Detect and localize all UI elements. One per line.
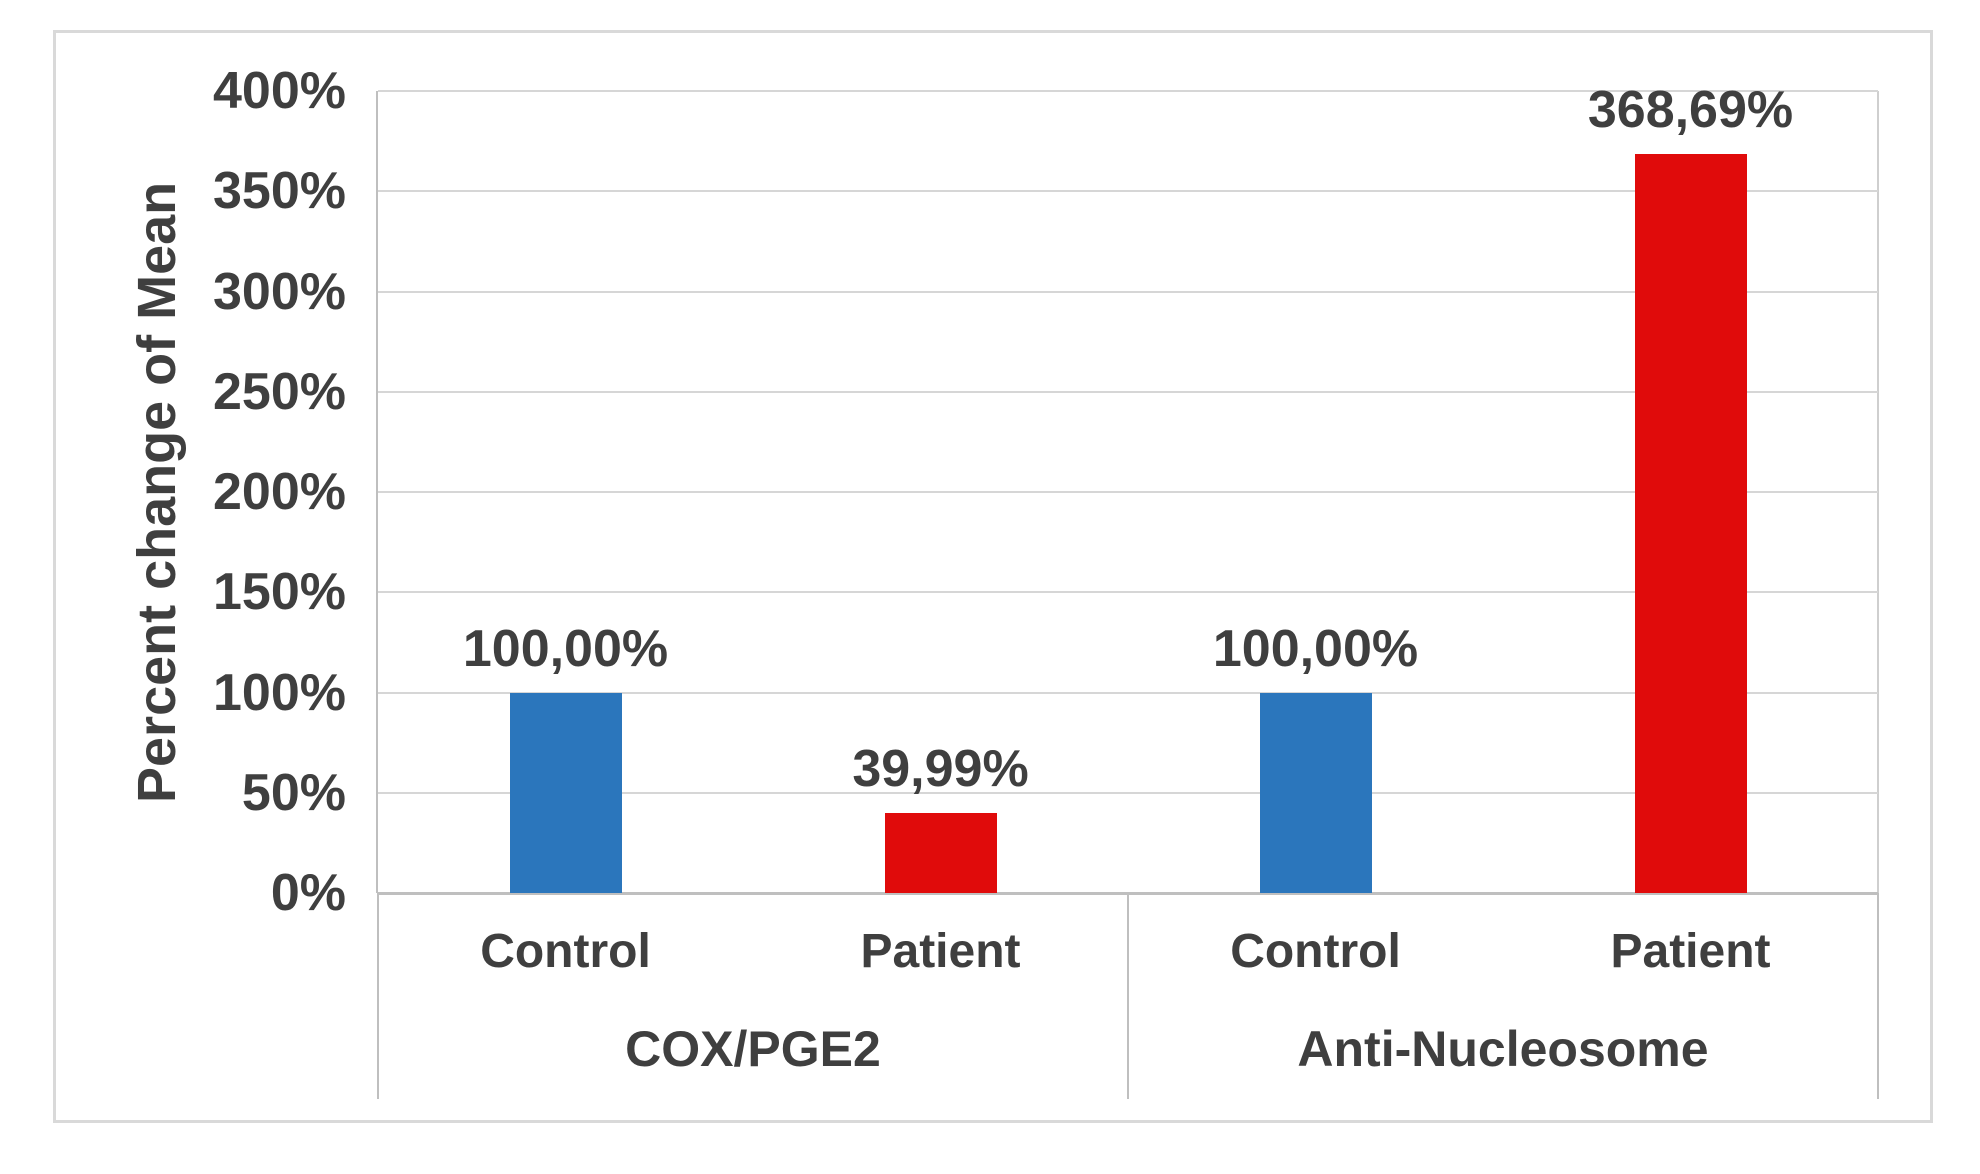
data-label-cox-pge2-patient: 39,99% (852, 739, 1029, 798)
gridline-100 (378, 691, 1878, 694)
group-label-anti-nucleosome: Anti-Nucleosome (1297, 1021, 1709, 1077)
group-axis-row: COX/PGE2 Anti-Nucleosome (378, 1001, 1878, 1097)
data-label-cox-pge2-control: 100,00% (462, 619, 669, 678)
y-tick-label-300: 300% (213, 262, 346, 321)
plot-right-border (1877, 91, 1879, 893)
gridline-300 (378, 290, 1878, 293)
y-tick-label-250: 250% (213, 362, 346, 421)
category-label-cox-pge2-patient: Patient (860, 924, 1021, 978)
chart-figure: Percent change of Mean 100,00% 39,99% 100,… (53, 30, 1933, 1123)
y-tick-label-400: 400% (213, 62, 346, 120)
y-tick-label-150: 150% (213, 563, 346, 622)
bar-cox-pge2-control (509, 692, 622, 893)
gridline-200 (378, 491, 1878, 493)
gridline-350 (378, 190, 1878, 193)
gridline-250 (378, 390, 1878, 393)
category-label-cox-pge2-control: Control (480, 924, 651, 978)
bar-anti-nucleosome-control (1259, 692, 1372, 893)
gridline-150 (378, 591, 1878, 594)
y-tick-label-200: 200% (213, 463, 346, 521)
category-label-anti-nucleosome-patient: Patient (1610, 924, 1771, 978)
y-tick-label-50: 50% (241, 763, 346, 822)
category-axis-row: Control Patient Control Patient (378, 901, 1878, 1001)
data-label-anti-nucleosome-patient: 368,69% (1587, 80, 1794, 139)
category-label-anti-nucleosome-control: Control (1230, 924, 1401, 978)
bar-anti-nucleosome-patient (1634, 153, 1747, 893)
y-tick-label-100: 100% (213, 663, 346, 722)
group-label-cox-pge2: COX/PGE2 (625, 1021, 881, 1077)
gridline-50 (378, 791, 1878, 794)
gridline-400 (378, 90, 1878, 92)
y-axis-line (376, 91, 378, 893)
data-label-anti-nucleosome-control: 100,00% (1212, 619, 1419, 678)
y-tick-label-0: 0% (270, 864, 346, 922)
y-tick-label-350: 350% (213, 162, 346, 221)
plot-area: 100,00% 39,99% 100,00% 368,69% (376, 84, 1879, 895)
bar-cox-pge2-patient (884, 812, 997, 893)
